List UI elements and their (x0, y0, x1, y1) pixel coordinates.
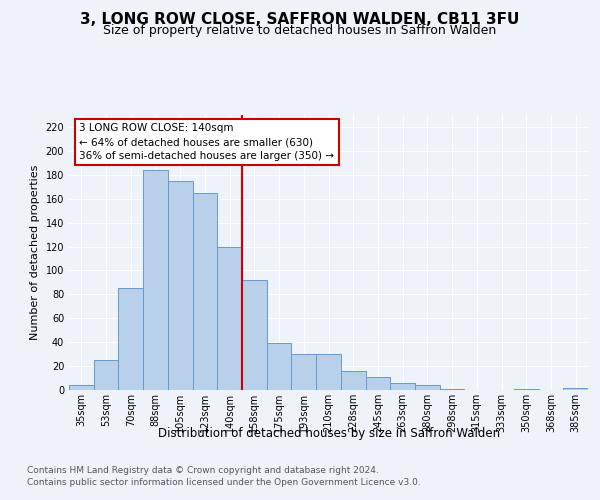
Bar (514, 389, 539, 390)
Text: 3, LONG ROW CLOSE, SAFFRON WALDEN, CB11 3FU: 3, LONG ROW CLOSE, SAFFRON WALDEN, CB11 … (80, 12, 520, 28)
Bar (143, 170, 168, 390)
Bar (365, 377, 390, 390)
Bar (168, 181, 193, 390)
Bar (94, 360, 118, 390)
Bar (440, 389, 464, 390)
Bar (193, 192, 217, 390)
Bar (118, 288, 143, 390)
Bar (267, 344, 292, 390)
Bar (390, 383, 415, 390)
Text: 3 LONG ROW CLOSE: 140sqm
← 64% of detached houses are smaller (630)
36% of semi-: 3 LONG ROW CLOSE: 140sqm ← 64% of detach… (79, 123, 334, 161)
Text: Contains HM Land Registry data © Crown copyright and database right 2024.: Contains HM Land Registry data © Crown c… (27, 466, 379, 475)
Text: Contains public sector information licensed under the Open Government Licence v3: Contains public sector information licen… (27, 478, 421, 487)
Bar (242, 280, 267, 390)
Bar (292, 354, 316, 390)
Text: Size of property relative to detached houses in Saffron Walden: Size of property relative to detached ho… (103, 24, 497, 37)
Bar (217, 246, 242, 390)
Y-axis label: Number of detached properties: Number of detached properties (30, 165, 40, 340)
Bar (415, 385, 440, 390)
Bar (69, 385, 94, 390)
Bar (341, 371, 365, 390)
Bar (563, 388, 588, 390)
Bar (316, 354, 341, 390)
Text: Distribution of detached houses by size in Saffron Walden: Distribution of detached houses by size … (158, 428, 500, 440)
